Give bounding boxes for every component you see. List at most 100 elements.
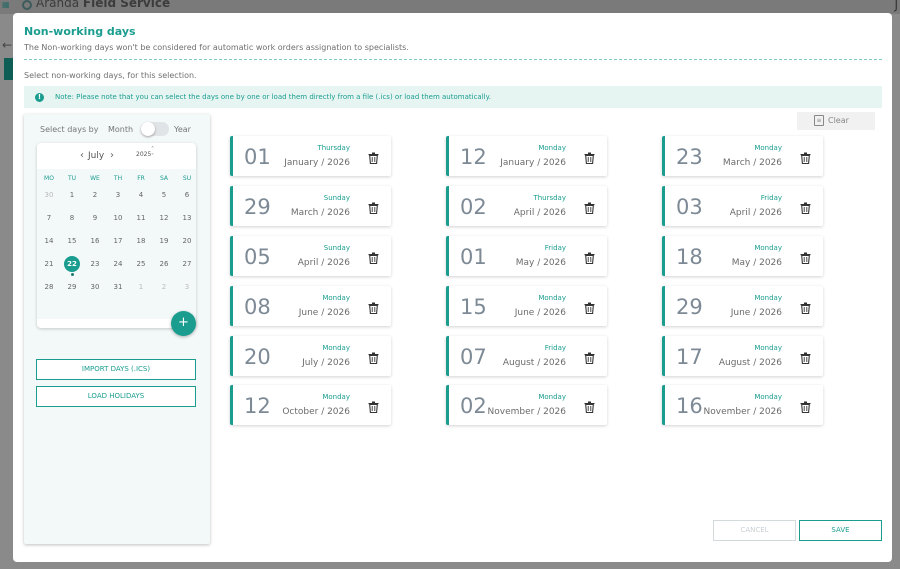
card-day-number: 20	[244, 345, 271, 369]
app-header: ▦ Aranda Field Service J	[0, 0, 900, 14]
card-day-number: 29	[244, 195, 271, 219]
add-day-button[interactable]: +	[171, 311, 196, 336]
calendar-day[interactable]: 1	[69, 191, 75, 199]
calendar-day[interactable]: 3	[115, 191, 121, 199]
calendar-day[interactable]: 8	[69, 214, 75, 222]
calendar-day[interactable]: 12	[159, 214, 169, 222]
calendar-day[interactable]: 23	[90, 260, 100, 268]
trash-icon[interactable]	[800, 199, 811, 215]
trash-icon[interactable]	[368, 299, 379, 315]
clear-label: Clear	[828, 116, 849, 125]
card-month-year: May / 2026	[515, 258, 566, 268]
trash-icon[interactable]	[584, 398, 595, 414]
calendar-day[interactable]: 29	[67, 283, 77, 291]
card-day-number: 03	[676, 195, 703, 219]
card-weekday: Thursday	[533, 194, 566, 202]
calendar-day: 3	[184, 283, 190, 291]
calendar-day[interactable]: 24	[113, 260, 123, 268]
trash-icon[interactable]	[584, 149, 595, 165]
date-card: 15 Monday June / 2026	[446, 286, 607, 326]
calendar-day[interactable]: 17	[113, 237, 123, 245]
trash-icon[interactable]	[584, 299, 595, 315]
trash-icon[interactable]	[368, 149, 379, 165]
year-down-icon[interactable]: ˅	[151, 153, 154, 160]
note-text: Note: Please note that you can select th…	[55, 93, 491, 101]
month-year-toggle[interactable]	[141, 122, 169, 136]
trash-icon[interactable]	[584, 349, 595, 365]
year-up-icon[interactable]: ˄	[151, 146, 154, 153]
trash-icon[interactable]	[368, 199, 379, 215]
save-button[interactable]: SAVE	[799, 520, 882, 541]
modal-subtitle: The Non-working days won't be considered…	[24, 43, 409, 52]
card-day-number: 15	[460, 295, 487, 319]
calendar-day[interactable]: 13	[182, 214, 192, 222]
apps-grid-icon[interactable]: ▦	[2, 0, 10, 9]
calendar-day[interactable]: 31	[113, 283, 123, 291]
trash-icon[interactable]	[584, 199, 595, 215]
calendar-day[interactable]: 19	[159, 237, 169, 245]
calendar-day[interactable]: 4	[138, 191, 144, 199]
calendar-day[interactable]: 11	[136, 214, 146, 222]
next-month-icon[interactable]: ›	[110, 150, 114, 161]
weekday-header: MO	[44, 175, 54, 182]
calendar-day[interactable]: 5	[161, 191, 167, 199]
prev-month-icon[interactable]: ‹	[80, 150, 84, 161]
date-card: 01 Thursday January / 2026	[230, 136, 391, 176]
card-day-number: 01	[460, 245, 487, 269]
calendar-day[interactable]: 18	[136, 237, 146, 245]
calendar-day[interactable]: 15	[67, 237, 77, 245]
trash-icon[interactable]	[368, 398, 379, 414]
calendar-month[interactable]: July	[88, 151, 105, 161]
card-weekday: Sunday	[323, 194, 350, 202]
calendar-day[interactable]: 26	[159, 260, 169, 268]
load-holidays-button[interactable]: LOAD HOLIDAYS	[36, 386, 196, 407]
card-month-year: March / 2026	[722, 158, 782, 168]
calendar-day[interactable]: 14	[44, 237, 54, 245]
date-card: 12 Monday January / 2026	[446, 136, 607, 176]
calendar-day[interactable]: 21	[44, 260, 54, 268]
calendar-day[interactable]: 2	[92, 191, 98, 199]
card-day-number: 08	[244, 295, 271, 319]
calendar-day[interactable]: 25	[136, 260, 146, 268]
calendar-day[interactable]: 27	[182, 260, 192, 268]
card-day-number: 01	[244, 145, 271, 169]
calendar: ‹ July › 2025 ˄ ˅ MO TU WE TH FR SA SU 30 1 2 3 4 5 6…	[37, 143, 196, 328]
calendar-day[interactable]: 20	[182, 237, 192, 245]
date-card: 03 Friday April / 2026	[662, 186, 823, 226]
trash-icon[interactable]	[800, 299, 811, 315]
trash-icon[interactable]	[584, 249, 595, 265]
clear-button[interactable]: ≡ Clear	[797, 112, 875, 130]
card-month-year: March / 2026	[290, 208, 350, 218]
user-avatar[interactable]: J	[894, 0, 898, 12]
calendar-day[interactable]: 7	[46, 214, 52, 222]
card-month-year: July / 2026	[302, 358, 350, 368]
trash-icon[interactable]	[800, 349, 811, 365]
import-ics-button[interactable]: IMPORT DAYS (.ICS)	[36, 359, 196, 380]
trash-icon[interactable]	[368, 249, 379, 265]
calendar-day[interactable]: 28	[44, 283, 54, 291]
card-day-number: 02	[460, 195, 487, 219]
calendar-day[interactable]: 16	[90, 237, 100, 245]
trash-icon[interactable]	[800, 398, 811, 414]
card-day-number: 12	[460, 145, 487, 169]
calendar-day[interactable]: 9	[92, 214, 98, 222]
card-day-number: 17	[676, 345, 703, 369]
trash-icon[interactable]	[800, 149, 811, 165]
calendar-year[interactable]: 2025	[136, 151, 152, 158]
calendar-day-selected[interactable]: 22	[64, 256, 80, 272]
weekday-header: TU	[67, 175, 77, 182]
calendar-day[interactable]: 30	[90, 283, 100, 291]
weekday-header: TH	[113, 175, 123, 182]
back-arrow-icon[interactable]: ←	[2, 38, 13, 52]
calendar-day: 2	[161, 283, 167, 291]
calendar-day[interactable]: 6	[184, 191, 190, 199]
trash-icon[interactable]	[368, 349, 379, 365]
trash-icon[interactable]	[800, 249, 811, 265]
calendar-day[interactable]: 10	[113, 214, 123, 222]
cancel-button[interactable]: CANCEL	[713, 520, 796, 541]
date-card: 01 Friday May / 2026	[446, 236, 607, 276]
date-card: 12 Monday October / 2026	[230, 385, 391, 425]
month-option-label: Month	[108, 125, 134, 134]
date-card: 05 Sunday April / 2026	[230, 236, 391, 276]
today-indicator	[70, 273, 74, 276]
